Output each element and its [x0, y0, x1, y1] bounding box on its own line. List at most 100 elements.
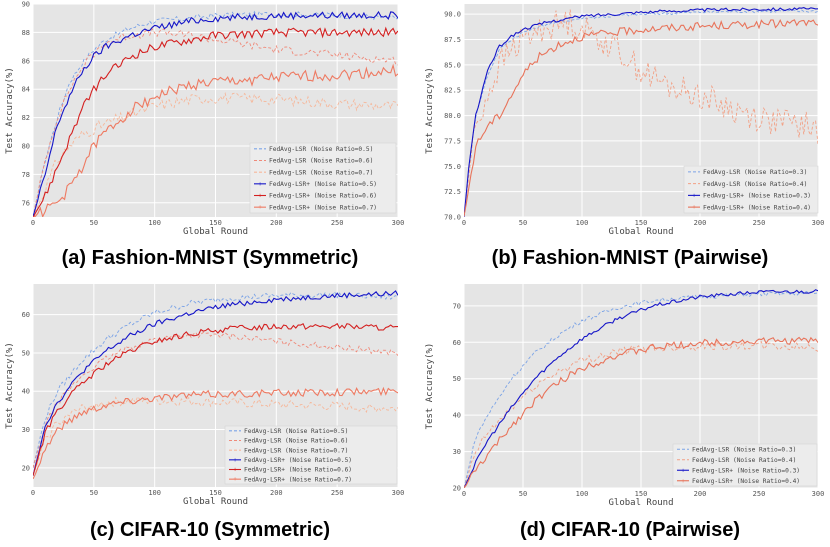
- y-tick-label: 90.0: [444, 11, 461, 19]
- x-tick-label: 150: [209, 489, 222, 497]
- series-line-2: [33, 92, 398, 217]
- y-tick-label: 70: [453, 302, 461, 310]
- legend: [672, 443, 818, 487]
- chart-fashion-mnist-pairwise: 0 50 100 150 200 250 300 70.0 72.5 75.0 77.5 80.0 82…: [425, 4, 825, 237]
- series-group: [33, 290, 398, 480]
- legend-label: FedAvg-LSR (Noise Ratio=0.4): [692, 457, 796, 464]
- x-tick-label: 250: [753, 219, 766, 227]
- y-tick-label: 85.0: [444, 61, 461, 69]
- series-line-0: [33, 290, 398, 469]
- legend-label: FedAvg-LSR+ (Noise Ratio=0.4): [703, 204, 811, 211]
- series-line-2: [33, 395, 398, 475]
- series-line-3: [33, 10, 398, 217]
- x-tick-label: 300: [812, 219, 825, 227]
- series-line-4: [33, 26, 398, 217]
- legend-label: FedAvg-LSR+ (Noise Ratio=0.3): [692, 467, 800, 474]
- y-axis-label: Test Accuracy(%): [5, 342, 15, 429]
- x-tick-label: 50: [519, 219, 527, 227]
- legend-label: FedAvg-LSR+ (Noise Ratio=0.5): [269, 181, 377, 188]
- x-tick-label: 0: [462, 490, 466, 498]
- chart-fashion-mnist-symmetric: 0 50 100 150 200 250 300 76 78 80 82 84 86 88 90 Global…: [5, 1, 405, 238]
- x-tick-label: 250: [331, 489, 344, 497]
- series-line-5: [33, 386, 398, 480]
- x-tick-label: 50: [90, 489, 98, 497]
- legend-marker: +: [258, 181, 262, 188]
- x-tick-label: 100: [576, 490, 589, 498]
- y-tick-label: 88: [22, 29, 30, 37]
- series-line-1: [33, 27, 398, 217]
- x-tick-label: 150: [209, 219, 222, 227]
- caption-d: (d) CIFAR-10 (Pairwise): [519, 519, 741, 541]
- series-line-0: [464, 9, 818, 217]
- legend-marker: +: [233, 457, 237, 464]
- chart-cifar10-symmetric: 0 50 100 150 200 250 300 20 30 40 50 60 Global Round…: [5, 284, 405, 507]
- x-tick-label: 200: [694, 490, 707, 498]
- x-axis-label: Global Round: [183, 227, 248, 237]
- legend-label: FedAvg-LSR (Noise Ratio=0.7): [269, 169, 373, 176]
- x-tick-label: 0: [462, 219, 466, 227]
- y-tick-label: 20: [22, 464, 30, 472]
- y-axis-label: Test Accuracy(%): [425, 343, 435, 430]
- legend-label: FedAvg-LSR+ (Noise Ratio=0.5): [244, 457, 352, 464]
- y-tick-label: 82.5: [444, 87, 461, 95]
- legend-marker: +: [258, 204, 262, 211]
- y-tick-label: 50: [22, 349, 30, 357]
- legend-marker: +: [692, 192, 696, 199]
- x-axis-label: Global Round: [183, 497, 248, 507]
- x-tick-label: 150: [635, 490, 648, 498]
- series-line-4: [33, 322, 398, 476]
- series-line-0: [464, 290, 818, 488]
- x-tick-label: 200: [270, 489, 283, 497]
- legend-label: FedAvg-LSR+ (Noise Ratio=0.3): [703, 193, 811, 200]
- x-tick-label: 0: [31, 219, 35, 227]
- y-tick-label: 50: [453, 375, 461, 383]
- series-group: [464, 7, 818, 217]
- x-tick-label: 300: [392, 489, 405, 497]
- legend-marker: +: [233, 476, 237, 483]
- caption-a: (a) Fashion-MNIST (Symmetric): [61, 247, 359, 269]
- x-tick-label: 50: [519, 490, 527, 498]
- legend-label: FedAvg-LSR (Noise Ratio=0.3): [692, 446, 796, 453]
- y-axis-label: Test Accuracy(%): [5, 67, 15, 154]
- legend-label: FedAvg-LSR+ (Noise Ratio=0.4): [692, 478, 800, 485]
- legend-marker: +: [681, 478, 685, 485]
- y-tick-label: 40: [453, 412, 461, 420]
- legend-marker: +: [692, 204, 696, 211]
- x-tick-label: 100: [576, 219, 589, 227]
- y-tick-label: 60: [22, 311, 30, 319]
- y-tick-label: 84: [22, 86, 30, 94]
- x-tick-label: 300: [392, 219, 405, 227]
- series-line-2: [464, 7, 818, 217]
- series-group: [33, 10, 398, 217]
- y-tick-label: 30: [22, 426, 30, 434]
- x-tick-label: 100: [148, 489, 161, 497]
- legend: [249, 142, 397, 214]
- legend-marker: +: [681, 467, 685, 474]
- legend-label: FedAvg-LSR+ (Noise Ratio=0.7): [269, 204, 377, 211]
- series-line-3: [464, 18, 818, 217]
- x-tick-label: 0: [31, 489, 35, 497]
- y-tick-label: 80: [22, 143, 30, 151]
- y-tick-label: 82: [22, 114, 30, 122]
- series-line-1: [464, 9, 818, 217]
- y-tick-label: 87.5: [444, 36, 461, 44]
- series-line-0: [33, 10, 398, 217]
- y-axis-label: Test Accuracy(%): [425, 67, 435, 154]
- y-tick-label: 70.0: [444, 214, 461, 222]
- legend: [224, 425, 398, 485]
- y-tick-label: 30: [453, 448, 461, 456]
- legend-label: FedAvg-LSR (Noise Ratio=0.7): [244, 447, 348, 454]
- series-group: [464, 289, 818, 488]
- x-tick-label: 200: [270, 219, 283, 227]
- y-tick-label: 20: [453, 485, 461, 493]
- y-tick-label: 86: [22, 57, 30, 65]
- series-line-3: [33, 290, 398, 476]
- x-tick-label: 150: [635, 219, 648, 227]
- x-tick-label: 100: [148, 219, 161, 227]
- legend-label: FedAvg-LSR (Noise Ratio=0.4): [703, 181, 807, 188]
- y-tick-label: 78: [22, 171, 30, 179]
- y-tick-label: 90: [22, 1, 30, 9]
- y-tick-label: 60: [453, 339, 461, 347]
- legend: [683, 165, 819, 214]
- y-tick-label: 72.5: [444, 188, 461, 196]
